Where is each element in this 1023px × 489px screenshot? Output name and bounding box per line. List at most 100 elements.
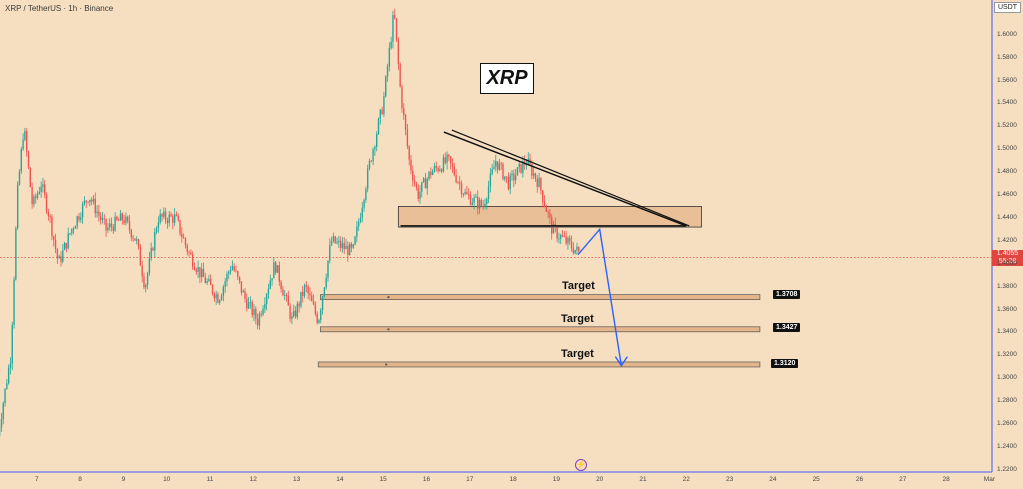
candle-body — [451, 163, 454, 167]
candle-body — [417, 187, 419, 199]
candle-body — [242, 291, 244, 293]
time-tick-label: 11 — [206, 476, 214, 483]
candle-body — [9, 363, 12, 368]
candle-body — [289, 305, 291, 319]
candle-body — [65, 242, 68, 249]
candle-body — [397, 39, 400, 65]
candle-body — [260, 313, 262, 315]
candle-body — [45, 194, 48, 212]
candle-body — [348, 243, 351, 256]
candle-body — [179, 220, 181, 234]
target-value-tag-3: 1.3120 — [771, 359, 799, 368]
lightning-icon[interactable]: ⚡ — [575, 459, 587, 471]
candle-body — [256, 318, 259, 326]
candle-body — [422, 178, 425, 183]
price-tick-label: 1.5200 — [997, 122, 1017, 130]
candle-body — [471, 202, 474, 205]
candle-body — [127, 216, 129, 221]
candle-body — [20, 149, 22, 172]
candle-body — [338, 240, 340, 242]
candle-body — [293, 310, 295, 317]
candle-body — [193, 266, 196, 270]
price-tick-label: 1.2800 — [997, 397, 1017, 405]
candle-body — [408, 146, 410, 160]
candle-body — [96, 211, 98, 214]
candle-body — [390, 41, 392, 48]
candle-body — [69, 233, 71, 235]
current-price-tag: 1.4055 55:28 — [992, 250, 1023, 266]
candle-body — [47, 211, 50, 217]
candle-body — [226, 273, 228, 282]
candle-body — [437, 167, 439, 171]
candle-body — [394, 15, 396, 19]
candle-body — [356, 226, 358, 237]
candle-body — [365, 188, 367, 200]
price-tick-label: 1.3200 — [997, 351, 1017, 359]
candle-body — [197, 267, 199, 272]
candle-body — [25, 131, 28, 152]
price-tick-label: 1.3600 — [997, 305, 1017, 313]
time-tick-label: 16 — [422, 476, 431, 483]
candle-body — [148, 258, 151, 274]
current-price-value: 1.4055 — [996, 250, 1019, 257]
candle-body — [318, 320, 320, 323]
candle-body — [439, 169, 441, 171]
candle-body — [574, 249, 576, 254]
candle-body — [16, 184, 19, 229]
candle-body — [240, 281, 243, 293]
candle-body — [309, 293, 311, 296]
candle-body — [552, 224, 555, 234]
candle-body — [105, 219, 107, 231]
xrp-logo-annotation: XRP — [480, 63, 534, 94]
candle-body — [296, 303, 299, 317]
candle-body — [359, 217, 362, 223]
time-tick-label: 14 — [336, 476, 344, 483]
time-tick-label: Mar — [983, 476, 995, 483]
candle-body — [31, 187, 33, 205]
candle-body — [283, 295, 286, 296]
candle-body — [13, 279, 15, 325]
candle-body — [458, 182, 461, 184]
candle-body — [500, 163, 502, 165]
candle-body — [159, 213, 161, 223]
candle-body — [563, 236, 566, 238]
candle-body — [246, 298, 248, 309]
candle-body — [121, 213, 124, 221]
candle-body — [253, 309, 255, 316]
candle-body — [4, 388, 6, 404]
candle-body — [431, 171, 434, 175]
candle-body — [372, 149, 374, 162]
candle-body — [222, 286, 225, 296]
candle-body — [442, 157, 445, 172]
candle-body — [108, 223, 111, 228]
candle-body — [464, 192, 466, 195]
descending-trendline-parallel — [451, 129, 690, 227]
candle-body — [15, 228, 17, 280]
candle-body — [578, 246, 580, 252]
candle-body — [316, 313, 318, 323]
candle-body — [572, 248, 575, 254]
candle-body — [27, 151, 30, 168]
candle-body — [291, 316, 293, 319]
candle-body — [80, 217, 82, 220]
candle-body — [72, 228, 75, 230]
candle-body — [63, 242, 66, 251]
candle-body — [363, 199, 365, 208]
time-tick-label: 7 — [34, 476, 39, 483]
candle-body — [163, 211, 165, 217]
candle-body — [101, 218, 104, 220]
time-tick-label: 9 — [121, 476, 126, 483]
candle-body — [475, 196, 477, 198]
price-tick-label: 1.5400 — [997, 99, 1017, 107]
currency-label[interactable]: USDT — [993, 2, 1021, 13]
candle-body — [155, 228, 158, 232]
candle-body — [421, 182, 423, 192]
candle-body — [285, 295, 288, 296]
candle-body — [357, 222, 360, 227]
candle-body — [244, 291, 246, 299]
candle-body — [511, 173, 513, 176]
projection-arrowhead — [614, 356, 628, 367]
candle-body — [412, 170, 414, 181]
candle-body — [92, 198, 95, 202]
